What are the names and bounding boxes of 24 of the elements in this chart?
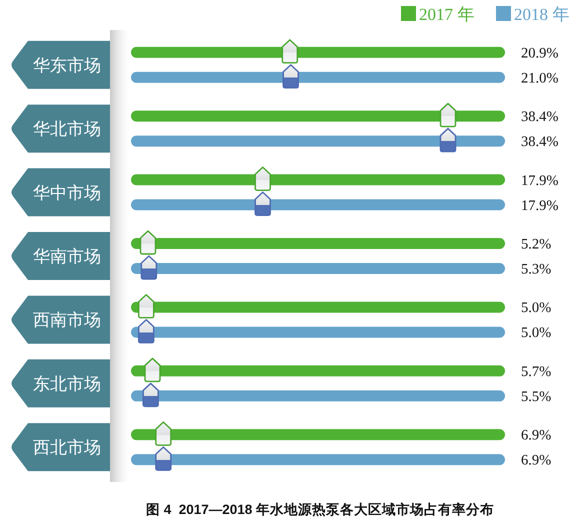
category-label: 华南市场 xyxy=(33,247,101,266)
category-label: 华北市场 xyxy=(33,120,101,139)
category-label: 东北市场 xyxy=(33,374,101,394)
data-label: 38.4% xyxy=(521,109,558,126)
legend-label: 2017 年 xyxy=(419,5,474,24)
data-label: 5.2% xyxy=(521,236,552,252)
data-label: 20.9% xyxy=(521,45,558,62)
category-label: 西南市场 xyxy=(33,310,101,330)
data-label: 5.0% xyxy=(521,300,552,316)
data-label: 17.9% xyxy=(521,172,558,189)
data-label: 6.9% xyxy=(521,452,552,469)
data-label: 5.0% xyxy=(521,325,552,342)
text: 图 4 2017—2018 年水地源热泵各大区域市场占有率分布 xyxy=(146,501,494,517)
data-label: 17.9% xyxy=(521,198,558,214)
category-label: 华中市场 xyxy=(33,183,101,202)
data-label: 38.4% xyxy=(521,134,558,150)
data-label: 5.7% xyxy=(521,364,552,380)
data-label: 21.0% xyxy=(521,70,558,86)
legend-label: 2018 年 xyxy=(514,5,570,24)
data-label: 5.5% xyxy=(521,388,552,405)
data-label: 6.9% xyxy=(521,428,552,444)
data-label: 5.3% xyxy=(521,262,552,278)
category-label: 西北市场 xyxy=(33,438,101,458)
category-label: 华东市场 xyxy=(33,56,101,75)
